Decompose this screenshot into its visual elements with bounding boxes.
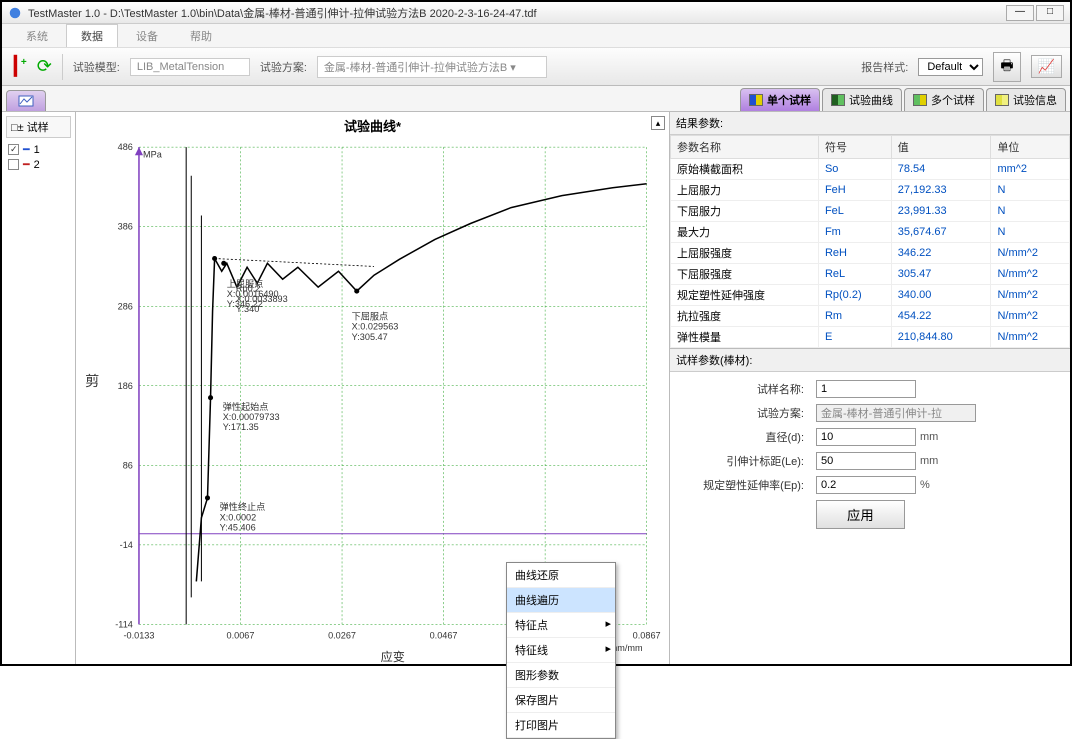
param-name-label: 试样名称: [686,381,816,397]
model-field[interactable]: LIB_MetalTension [130,58,250,76]
report-label: 报告样式: [861,59,908,75]
svg-text:-114: -114 [115,619,133,629]
apply-button[interactable]: 应用 [816,500,905,529]
ctx-item[interactable]: 保存图片 [507,688,615,713]
report-select[interactable]: Default [918,58,983,76]
table-row: 弹性模量E210,844.80N/mm^2 [671,327,1070,348]
param-le-label: 引伸计标距(Le): [686,453,816,469]
table-row: 规定塑性延伸强度Rp(0.2)340.00N/mm^2 [671,285,1070,306]
ctx-item[interactable]: 曲线遍历 [507,588,615,613]
svg-text:应变: 应变 [381,649,405,664]
menu-system[interactable]: 系统 [12,25,62,47]
window-title: TestMaster 1.0 - D:\TestMaster 1.0\bin\D… [28,5,1004,21]
ctx-item[interactable]: 图形参数 [507,663,615,688]
menu-device[interactable]: 设备 [122,25,172,47]
param-d-input[interactable] [816,428,916,446]
tab-试验信息[interactable]: 试验信息 [986,88,1066,111]
param-d-label: 直径(d): [686,429,816,445]
svg-text:Y:305.47: Y:305.47 [352,332,388,342]
svg-text:0.0467: 0.0467 [430,631,458,641]
ctx-item[interactable]: 曲线还原 [507,563,615,588]
results-section: 结果参数: 参数名称符号值单位 原始横截面积So78.54mm^2上屈服力FeH… [670,112,1070,349]
table-row: 下屈服强度ReL305.47N/mm^2 [671,264,1070,285]
table-row: 上屈服强度ReH346.22N/mm^2 [671,243,1070,264]
param-plan-label: 试验方案: [686,405,816,421]
results-table: 参数名称符号值单位 原始横截面积So78.54mm^2上屈服力FeH27,192… [670,135,1070,348]
model-label: 试验模型: [73,59,120,75]
svg-text:0.0267: 0.0267 [328,631,356,641]
svg-text:Y:340: Y:340 [236,304,259,314]
tab-多个试样[interactable]: 多个试样 [904,88,984,111]
chart-title: 试验曲线* [76,112,669,137]
param-le-input[interactable] [816,452,916,470]
context-menu: 曲线还原曲线遍历特征点特征线图形参数保存图片打印图片 [506,562,616,739]
svg-text:弹性起始点: 弹性起始点 [223,401,269,412]
svg-text:186: 186 [118,381,133,391]
plan-label: 试验方案: [260,59,307,75]
params-header: 试样参数(棒材): [670,349,1070,372]
table-row: 上屈服力FeH27,192.33N [671,180,1070,201]
right-panel: 结果参数: 参数名称符号值单位 原始横截面积So78.54mm^2上屈服力FeH… [670,112,1070,664]
tool-icon-record[interactable]: ┃+ [10,56,27,77]
titlebar: TestMaster 1.0 - D:\TestMaster 1.0\bin\D… [2,2,1070,24]
ctx-item[interactable]: 打印图片 [507,713,615,738]
tree-item[interactable]: ━ 2 [6,157,71,172]
toolbar: ┃+ ⟳ 试验模型: LIB_MetalTension 试验方案: 金属-棒材-… [2,48,1070,86]
tree-panel: □± 试样 ━ 1━ 2 [2,112,76,664]
svg-text:Y:45.406: Y:45.406 [220,522,256,532]
ctx-item[interactable]: 特征线 [507,638,615,663]
svg-text:86: 86 [123,460,133,470]
tabstrip: 单个试样试验曲线多个试样试验信息 [2,86,1070,112]
svg-text:-0.0133: -0.0133 [123,631,154,641]
svg-text:286: 286 [118,301,133,311]
svg-text:486: 486 [118,142,133,152]
svg-text:Rp0.2: Rp0.2 [236,284,260,294]
print-button[interactable]: 🖶 [993,52,1020,82]
svg-text:-14: -14 [120,540,133,550]
svg-text:MPa: MPa [143,149,163,159]
separator [62,54,63,80]
param-name-input[interactable] [816,380,916,398]
tree-item[interactable]: ━ 1 [6,142,71,157]
maximize-button[interactable]: □ [1036,5,1064,21]
svg-text:剪: 剪 [85,373,99,390]
param-ep-input[interactable] [816,476,916,494]
export-button[interactable]: 📈 [1031,55,1062,78]
menu-help[interactable]: 帮助 [176,25,226,47]
svg-text:弹性终止点: 弹性终止点 [220,501,266,512]
param-ep-label: 规定塑性延伸率(Ep): [686,477,816,493]
svg-text:0.0067: 0.0067 [227,631,255,641]
svg-text:X:0.00079733: X:0.00079733 [223,412,280,422]
svg-text:X:0.029563: X:0.029563 [352,322,399,332]
svg-text:X:0.0033893: X:0.0033893 [236,294,288,304]
results-header: 结果参数: [670,112,1070,135]
svg-text:0.0867: 0.0867 [633,631,661,641]
ctx-item[interactable]: 特征点 [507,613,615,638]
app-icon [8,6,22,20]
chart-collapse-button[interactable]: ▴ [651,116,665,130]
menubar: 系统 数据 设备 帮助 [2,24,1070,48]
table-row: 原始横截面积So78.54mm^2 [671,159,1070,180]
chart-panel: ▴ 试验曲线* -114 -14 86 186 286 386 486 -0.0133 0.00… [76,112,670,664]
tab-left-chart[interactable] [6,90,46,111]
svg-text:386: 386 [118,222,133,232]
svg-text:X:0.0002: X:0.0002 [220,512,257,522]
table-row: 抗拉强度Rm454.22N/mm^2 [671,306,1070,327]
tab-单个试样[interactable]: 单个试样 [740,88,820,111]
tree-header: □± 试样 [6,116,71,138]
param-plan-input [816,404,976,422]
svg-text:Y:171.35: Y:171.35 [223,422,259,432]
tab-试验曲线[interactable]: 试验曲线 [822,88,902,111]
menu-data[interactable]: 数据 [66,24,118,47]
tool-icon-refresh[interactable]: ⟳ [37,56,52,77]
plan-field[interactable]: 金属-棒材-普通引伸计-拉伸试验方法B ▾ [317,56,547,78]
table-row: 最大力Fm35,674.67N [671,222,1070,243]
minimize-button[interactable]: — [1006,5,1034,21]
table-row: 下屈服力FeL23,991.33N [671,201,1070,222]
svg-text:下屈服点: 下屈服点 [352,312,389,322]
params-section: 试样参数(棒材): 试样名称: 试验方案: 直径(d):mm 引伸计标距(Le)… [670,349,1070,543]
